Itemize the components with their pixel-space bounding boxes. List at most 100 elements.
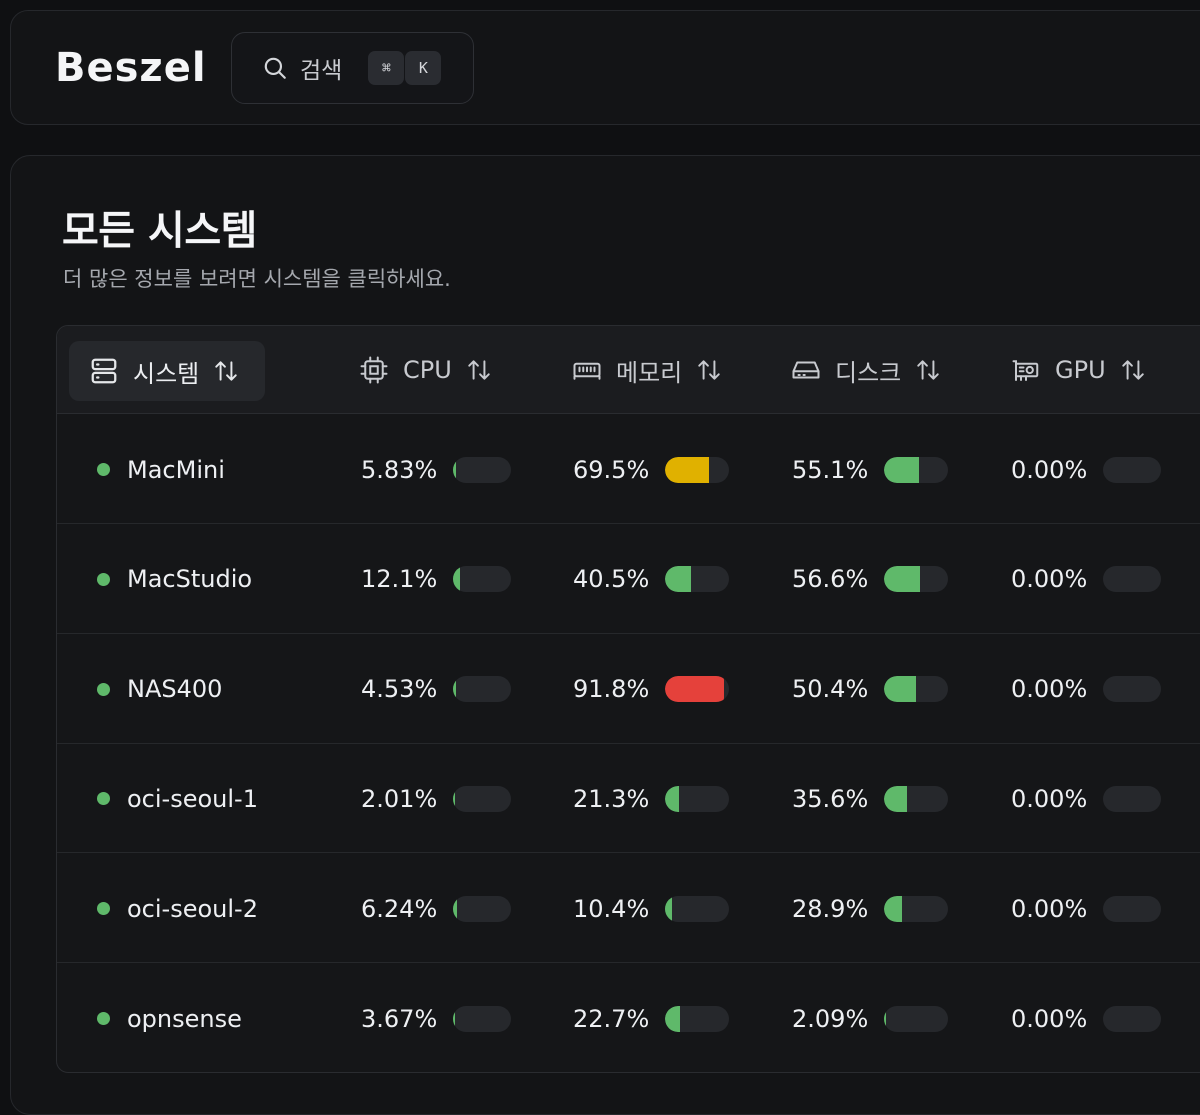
- disk-usage-bar: [884, 895, 948, 922]
- cpu-usage-fill: [453, 1005, 456, 1032]
- mem-usage-bar: [665, 785, 729, 812]
- disk-percent: 2.09%: [792, 1004, 869, 1033]
- mem-cell: 21.3%: [573, 744, 729, 853]
- system-name-cell[interactable]: oci-seoul-1: [97, 744, 258, 853]
- cpu-usage-fill: [453, 566, 461, 593]
- gpu-percent: 0.00%: [1011, 675, 1088, 704]
- mem-usage-fill: [665, 456, 710, 483]
- gpu-cell: 0.00%: [1011, 854, 1161, 963]
- mem-cell: 91.8%: [573, 635, 729, 744]
- system-name: MacMini: [127, 455, 225, 484]
- mem-cell: 40.5%: [573, 525, 729, 634]
- mem-percent: 69.5%: [573, 455, 650, 484]
- gpu-usage-bar: [1103, 566, 1161, 593]
- system-name-cell[interactable]: opnsense: [97, 964, 242, 1072]
- system-name-cell[interactable]: MacMini: [97, 415, 225, 524]
- sort-icon: [917, 360, 939, 380]
- disk-cell: 55.1%: [792, 415, 948, 524]
- search-button[interactable]: 검색 ⌘ K: [231, 32, 474, 104]
- gpu-percent: 0.00%: [1011, 784, 1088, 813]
- cpu-icon: [360, 356, 388, 384]
- status-dot: [97, 792, 110, 806]
- search-label: 검색: [300, 58, 343, 84]
- mem-percent: 22.7%: [573, 1004, 650, 1033]
- disk-cell: 50.4%: [792, 635, 948, 744]
- mem-percent: 10.4%: [573, 894, 650, 923]
- gpu-icon: [1012, 360, 1039, 381]
- gpu-cell: 0.00%: [1011, 635, 1161, 744]
- table-row[interactable]: opnsense 3.67% 22.7% 2.09% 0.00%: [57, 964, 1200, 1072]
- gpu-percent: 0.00%: [1011, 565, 1088, 594]
- cpu-usage-bar: [453, 1005, 511, 1032]
- disk-usage-fill: [884, 566, 921, 593]
- gpu-percent: 0.00%: [1011, 455, 1088, 484]
- disk-usage-fill: [884, 785, 907, 812]
- cpu-percent: 3.67%: [361, 1004, 438, 1033]
- table-row[interactable]: NAS400 4.53% 91.8% 50.4% 0.00%: [57, 635, 1200, 744]
- disk-percent: 50.4%: [792, 675, 869, 704]
- cpu-usage-fill: [453, 785, 455, 812]
- column-label-cpu: CPU: [403, 356, 452, 384]
- cpu-usage-fill: [453, 895, 457, 922]
- cpu-percent: 5.83%: [361, 455, 438, 484]
- disk-usage-fill: [884, 1005, 886, 1032]
- column-header-system[interactable]: 시스템: [69, 341, 265, 401]
- kbd-cmd: ⌘: [368, 51, 405, 85]
- mem-usage-fill: [665, 676, 724, 703]
- column-label-memory: 메모리: [616, 358, 683, 387]
- gpu-usage-bar: [1103, 1005, 1161, 1032]
- mem-percent: 40.5%: [573, 565, 650, 594]
- column-header-cpu[interactable]: CPU: [359, 326, 492, 414]
- cpu-usage-bar: [453, 895, 511, 922]
- gpu-percent: 0.00%: [1011, 894, 1088, 923]
- beszel-logo[interactable]: Beszel: [55, 45, 207, 91]
- column-header-memory[interactable]: 메모리: [572, 326, 722, 414]
- cpu-percent: 12.1%: [361, 565, 438, 594]
- gpu-usage-bar: [1103, 456, 1161, 483]
- cpu-usage-fill: [453, 676, 456, 703]
- table-row[interactable]: MacMini 5.83% 69.5% 55.1% 0.00%: [57, 415, 1200, 524]
- kbd-k: K: [405, 51, 442, 85]
- disk-usage-bar: [884, 456, 948, 483]
- system-name-cell[interactable]: MacStudio: [97, 525, 252, 634]
- cpu-cell: 12.1%: [361, 525, 511, 634]
- column-label-system: 시스템: [133, 359, 200, 388]
- status-dot: [97, 1012, 110, 1025]
- search-icon: [264, 57, 286, 79]
- cpu-cell: 6.24%: [361, 854, 511, 963]
- gpu-percent: 0.00%: [1011, 1004, 1088, 1033]
- sort-icon: [468, 360, 490, 380]
- system-name: MacStudio: [127, 565, 253, 594]
- mem-usage-bar: [665, 456, 729, 483]
- systems-table: 시스템 CPU 메모리: [56, 325, 1200, 1073]
- disk-usage-bar: [884, 1005, 948, 1032]
- status-dot: [97, 463, 110, 476]
- memory-icon: [573, 362, 601, 380]
- disk-percent: 28.9%: [792, 894, 869, 923]
- column-header-gpu[interactable]: GPU: [1011, 326, 1146, 414]
- system-name-cell[interactable]: oci-seoul-2: [97, 854, 258, 963]
- system-name: opnsense: [127, 1004, 242, 1033]
- table-header: 시스템 CPU 메모리: [57, 326, 1200, 414]
- mem-percent: 91.8%: [573, 675, 650, 704]
- mem-usage-bar: [665, 1005, 729, 1032]
- column-header-disk[interactable]: 디스크: [791, 326, 941, 414]
- mem-usage-fill: [665, 895, 672, 922]
- sort-icon: [1121, 360, 1144, 380]
- cpu-usage-bar: [453, 785, 511, 812]
- table-row[interactable]: oci-seoul-2 6.24% 10.4% 28.9% 0.00%: [57, 854, 1200, 964]
- cpu-usage-fill: [453, 456, 457, 483]
- system-name-cell[interactable]: NAS400: [97, 635, 222, 744]
- status-dot: [97, 682, 110, 696]
- cpu-percent: 6.24%: [361, 894, 438, 923]
- table-row[interactable]: MacStudio 12.1% 40.5% 56.6% 0.00%: [57, 525, 1200, 634]
- table-row[interactable]: oci-seoul-1 2.01% 21.3% 35.6% 0.00%: [57, 744, 1200, 854]
- mem-usage-bar: [665, 676, 729, 703]
- mem-usage-fill: [665, 566, 691, 593]
- mem-percent: 21.3%: [573, 784, 650, 813]
- gpu-cell: 0.00%: [1011, 525, 1161, 634]
- cpu-usage-bar: [453, 456, 511, 483]
- system-name: oci-seoul-1: [127, 784, 258, 813]
- disk-usage-fill: [884, 456, 920, 483]
- sort-icon: [215, 361, 237, 381]
